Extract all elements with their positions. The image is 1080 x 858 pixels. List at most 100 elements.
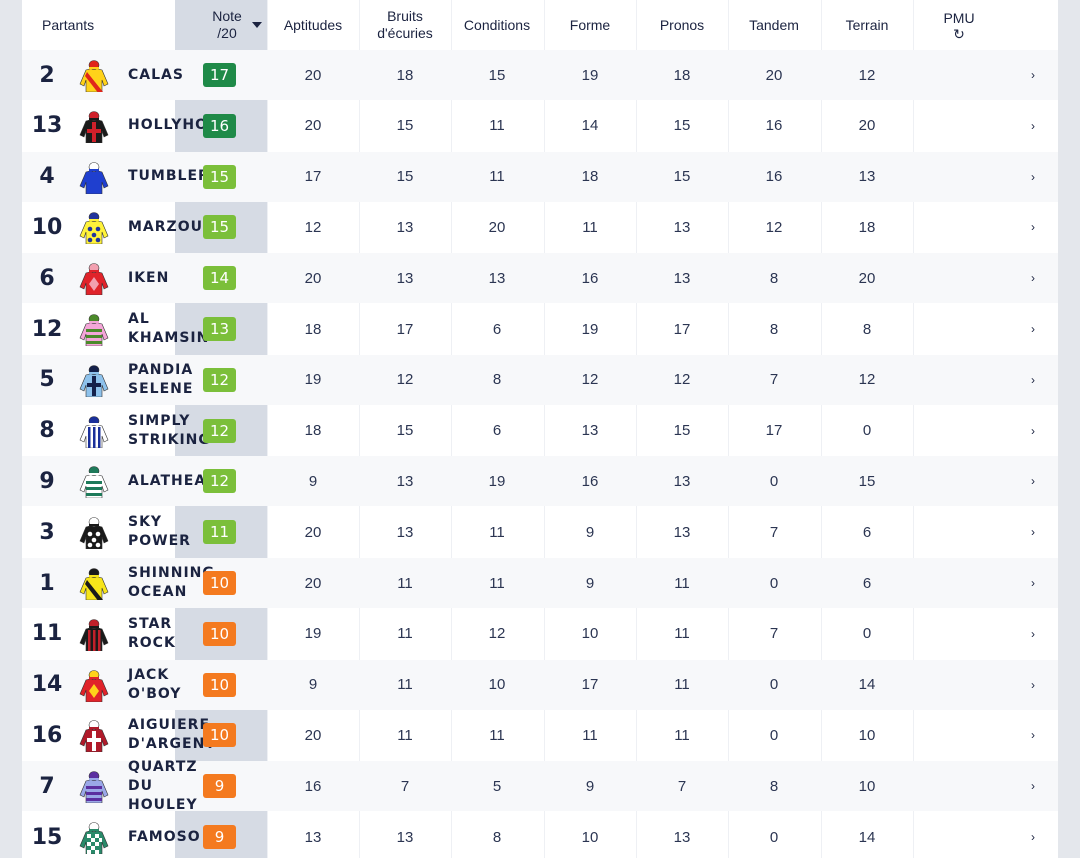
table-row[interactable]: 15 FAMOSO 9 13 13 8 10 13 0 14 ›: [22, 812, 1058, 858]
note-badge: 17: [203, 63, 236, 87]
horse-name[interactable]: QUARTZ DU HOULEY: [128, 758, 198, 813]
table-row[interactable]: 2 CALAS 17 20 18 15 19 18 20 12 ›: [22, 50, 1058, 100]
header-criterion[interactable]: Aptitudes: [267, 0, 359, 50]
header-pmu[interactable]: PMU ↻: [913, 0, 1005, 50]
horse-name[interactable]: JACK O'BOY: [128, 666, 182, 702]
criterion-score: 6: [862, 523, 872, 541]
criterion-score: 8: [492, 828, 502, 846]
criterion-score: 13: [673, 472, 691, 490]
chevron-right-icon[interactable]: ›: [1031, 372, 1035, 387]
horse-name[interactable]: STAR ROCK: [128, 615, 176, 651]
horse-name[interactable]: AL KHAMSIN: [128, 311, 210, 346]
chevron-right-icon[interactable]: ›: [1031, 169, 1035, 184]
table-row[interactable]: 14 JACK O'BOY 10 9 11 10 17 11 0 14 ›: [22, 659, 1058, 710]
table-row[interactable]: 6 IKEN 14 20 13 13 16 13 8 20 ›: [22, 253, 1058, 304]
table-row[interactable]: 4 TUMBLER 15 17 15 11 18 15 16 13 ›: [22, 151, 1058, 202]
criterion-score: 19: [304, 625, 322, 643]
criterion-score: 10: [858, 777, 876, 795]
table-row[interactable]: 3 SKY POWER 11 20 13 11 9 13 7 6 ›: [22, 507, 1058, 557]
horse-name[interactable]: SKY POWER: [128, 514, 191, 550]
chevron-right-icon[interactable]: ›: [1031, 830, 1035, 844]
header-note-sort[interactable]: Note /20: [192, 0, 262, 50]
chevron-right-icon[interactable]: ›: [1031, 271, 1035, 286]
header-criterion[interactable]: Conditions: [451, 0, 543, 50]
header-partants[interactable]: Partants: [42, 17, 95, 33]
refresh-icon[interactable]: ↻: [953, 25, 965, 42]
note-badge: 10: [203, 723, 236, 748]
chevron-right-icon[interactable]: ›: [1031, 728, 1035, 743]
table-row[interactable]: 11 STAR ROCK 10 19 11 12 10 11 7 0 ›: [22, 609, 1058, 659]
criterion-score: 6: [492, 422, 502, 440]
jockey-silk-icon: [77, 820, 111, 855]
horse-name[interactable]: HOLLYHOC: [128, 117, 220, 134]
runner-number: 10: [31, 214, 63, 240]
criterion-score: 14: [858, 828, 876, 846]
criterion-score: 13: [396, 472, 414, 490]
runner-number: 3: [39, 519, 55, 545]
chevron-right-icon[interactable]: ›: [1031, 525, 1035, 540]
horse-name[interactable]: SIMPLY STRIKING: [128, 412, 211, 448]
horse-name[interactable]: CALAS: [128, 66, 184, 83]
criterion-score: 11: [397, 625, 413, 643]
horse-name[interactable]: FAMOSO: [128, 828, 201, 845]
chevron-right-icon[interactable]: ›: [1031, 423, 1035, 438]
horse-name[interactable]: MARZOUK: [128, 218, 215, 235]
header-criterion[interactable]: Terrain: [821, 0, 913, 50]
chevron-right-icon[interactable]: ›: [1031, 576, 1035, 590]
criterion-score: 15: [396, 422, 414, 440]
table-row[interactable]: 9 ALATHEA 12 9 13 19 16 13 0 15 ›: [22, 456, 1058, 507]
table-row[interactable]: 5 PANDIA SELENE 12 19 12 8 12 12 7 12 ›: [22, 354, 1058, 405]
header-criterion[interactable]: Bruits d'écuries: [359, 0, 451, 50]
criterion-score: 12: [858, 371, 876, 389]
table-row[interactable]: 12 AL KHAMSIN 13 18 17 6 19 17 8 8 ›: [22, 304, 1058, 354]
criterion-score: 9: [585, 523, 595, 541]
header-criterion[interactable]: Tandem: [728, 0, 820, 50]
horse-name[interactable]: PANDIA SELENE: [128, 361, 194, 397]
horse-name[interactable]: SHINNING OCEAN: [128, 565, 215, 600]
chevron-right-icon[interactable]: ›: [1031, 220, 1035, 235]
table-row[interactable]: 7 QUARTZ DU HOULEY 9 16 7 5 9 7 8 10 ›: [22, 758, 1058, 813]
column-divider: [821, 0, 822, 858]
criterion-score: 18: [581, 168, 599, 186]
criterion-score: 12: [304, 218, 322, 236]
chevron-right-icon[interactable]: ›: [1031, 626, 1035, 641]
criterion-score: 6: [492, 320, 502, 338]
horse-name[interactable]: ALATHEA: [128, 472, 207, 489]
criterion-score: 9: [308, 472, 318, 490]
table-row[interactable]: 8 SIMPLY STRIKING 12 18 15 6 13 15 17 0 ›: [22, 406, 1058, 456]
chevron-right-icon[interactable]: ›: [1031, 677, 1035, 692]
chevron-right-icon[interactable]: ›: [1031, 68, 1035, 82]
column-divider: [451, 0, 452, 858]
jockey-silk-icon: [77, 718, 111, 753]
header-criterion[interactable]: Pronos: [636, 0, 728, 50]
horse-name[interactable]: TUMBLER: [128, 168, 210, 185]
table-row[interactable]: 16 AIGUIERE D'ARGENT 10 20 11 11 11 11 0 10 ›: [22, 710, 1058, 760]
note-badge: 15: [203, 215, 236, 240]
criterion-score: 20: [304, 523, 322, 541]
note-badge: 9: [203, 825, 236, 849]
criterion-score: 17: [765, 422, 783, 440]
jockey-silk-icon: [77, 414, 111, 448]
criterion-score: 18: [304, 422, 322, 440]
criterion-score: 16: [765, 117, 783, 135]
chevron-right-icon[interactable]: ›: [1031, 322, 1035, 336]
table-row[interactable]: 10 MARZOUK 15 12 13 20 11 13 12 18 ›: [22, 202, 1058, 252]
horse-name[interactable]: AIGUIERE D'ARGENT: [128, 717, 216, 753]
criterion-score: 0: [769, 676, 779, 694]
header-note-scale: /20: [217, 25, 237, 41]
criterion-score: 11: [674, 574, 690, 592]
criterion-score: 17: [581, 676, 599, 694]
column-divider: [544, 0, 545, 858]
criterion-score: 17: [304, 168, 322, 186]
chevron-right-icon[interactable]: ›: [1031, 474, 1035, 489]
horse-name[interactable]: IKEN: [128, 269, 170, 286]
chevron-right-icon[interactable]: ›: [1031, 118, 1035, 133]
table-row[interactable]: 13 HOLLYHOC 16 20 15 11 14 15 16 20 ›: [22, 101, 1058, 151]
header-criterion[interactable]: Forme: [544, 0, 636, 50]
partants-table: Partants Note /20 Aptitudes Bruits d'écuri…: [22, 0, 1058, 858]
header-criterion-label-line2: d'écuries: [377, 25, 433, 41]
criterion-score: 11: [397, 726, 413, 744]
chevron-right-icon[interactable]: ›: [1031, 779, 1035, 794]
criterion-score: 18: [858, 218, 876, 236]
table-row[interactable]: 1 SHINNING OCEAN 10 20 11 11 9 11 0 6 ›: [22, 558, 1058, 608]
